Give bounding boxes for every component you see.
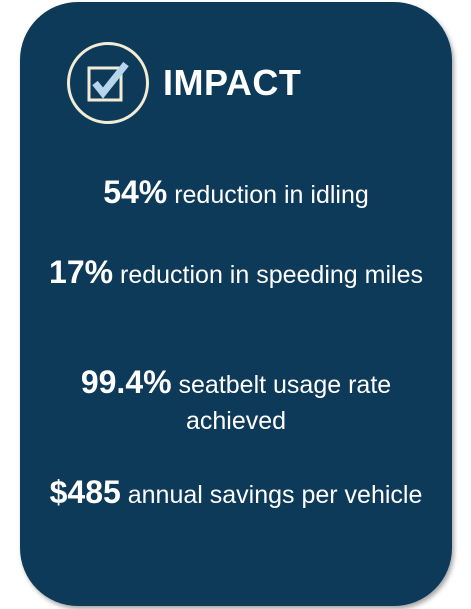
stat-text: reduction in speeding miles — [120, 261, 423, 289]
stat-speeding: 17% reduction in speeding miles — [36, 254, 436, 293]
stat-seatbelt: 99.4% seatbelt usage rate achieved — [36, 364, 436, 439]
stat-text: annual savings per vehicle — [127, 481, 423, 509]
stat-value: 17% — [49, 254, 114, 290]
checkbox-check-icon — [67, 42, 149, 124]
stat-idling: 54% reduction in idling — [36, 174, 436, 213]
stat-savings: $485 annual savings per vehicle — [36, 474, 436, 513]
stat-value: 99.4% — [80, 364, 172, 400]
impact-card: IMPACT 54% reduction in idling 17% reduc… — [20, 2, 452, 606]
stat-text: reduction in idling — [174, 181, 369, 209]
card-title: IMPACT — [163, 62, 302, 103]
stat-text: seatbelt usage rate achieved — [178, 371, 392, 435]
card-header: IMPACT — [67, 38, 301, 128]
stat-value: 54% — [103, 174, 168, 210]
stat-value: $485 — [49, 474, 121, 510]
